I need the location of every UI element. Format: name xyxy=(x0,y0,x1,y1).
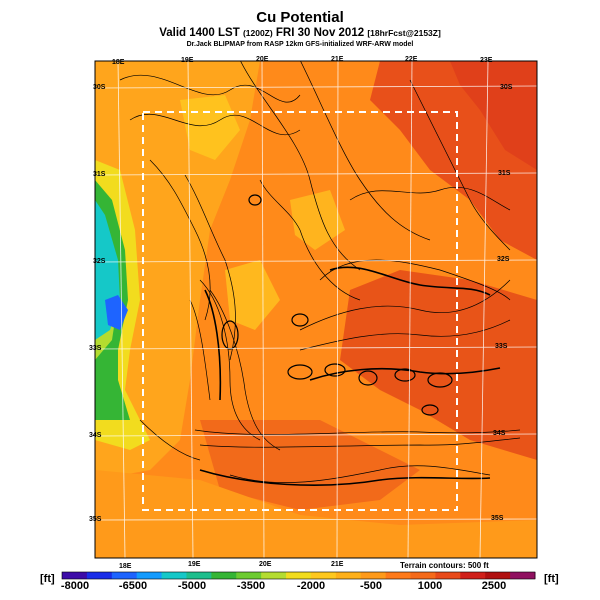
contour-loops xyxy=(221,194,453,416)
graticule xyxy=(95,61,537,558)
colorbar-swatch xyxy=(460,572,486,579)
yellow-patch-mid xyxy=(290,190,345,250)
colorbar-swatch xyxy=(136,572,163,579)
colorbar-swatch xyxy=(410,572,436,579)
colorbar-tick-label: -6500 xyxy=(118,580,148,592)
light-orange-region xyxy=(95,61,260,480)
colorbar-swatch xyxy=(286,572,312,579)
colorbar-tick-label: -3500 xyxy=(236,580,266,592)
colorbar-swatch xyxy=(385,572,412,579)
lon-label-bottom: 20E xyxy=(259,561,272,568)
lat-label-right: 35S xyxy=(491,515,504,522)
colorbar-swatch xyxy=(360,572,387,579)
model-credit: Dr.Jack BLIPMAP from RASP 12km GFS-initi… xyxy=(186,41,414,48)
terrain-contours xyxy=(119,61,521,483)
map-frame xyxy=(94,60,538,559)
lon-label-bottom: 21E xyxy=(331,561,344,568)
lat-label-right: 34S xyxy=(493,430,506,437)
colorbar-swatch xyxy=(335,572,362,579)
lat-label-left: 34S xyxy=(89,432,102,439)
red-core-ne xyxy=(450,61,537,170)
colorbar-frame xyxy=(61,571,536,580)
lat-label-left: 30S xyxy=(93,84,106,91)
lon-label-top: 22E xyxy=(405,56,418,63)
terrain-contours-bold xyxy=(199,266,501,487)
lat-label-left: 31S xyxy=(93,171,106,178)
colorbar-swatch xyxy=(111,572,138,579)
lat-label-right: 32S xyxy=(497,256,510,263)
lat-label-right: 31S xyxy=(498,170,511,177)
colorbar-swatch xyxy=(62,572,88,579)
lat-label-right: 30S xyxy=(500,84,513,91)
lon-label-bottom: 18E xyxy=(119,563,132,570)
lon-label-top: 20E xyxy=(256,56,269,63)
colorbar-swatch xyxy=(86,572,113,579)
colorbar-tick-label: -2000 xyxy=(296,580,326,592)
colorbar-tick-label: -500 xyxy=(359,580,383,592)
yellow-patch-central xyxy=(225,260,280,330)
colorbar-swatch xyxy=(510,572,536,579)
lon-label-top: 23E xyxy=(480,57,493,64)
colorbar-swatch xyxy=(310,572,337,579)
valid-time: Valid 1400 LST xyxy=(159,27,240,39)
light-south-zone xyxy=(95,470,537,558)
terrain-contour-note: Terrain contours: 500 ft xyxy=(400,561,489,570)
page-title: Cu Potential xyxy=(256,9,344,26)
orange-red-south xyxy=(200,420,420,510)
colorbar-swatch xyxy=(236,572,262,579)
colorbar-swatch xyxy=(435,572,461,579)
colorbar-tick-label: -8000 xyxy=(60,580,90,592)
colorbar-swatch xyxy=(261,572,287,579)
lat-label-left: 35S xyxy=(89,516,102,523)
valid-time-subtitle: Valid 1400 LST (1200Z) FRI 30 Nov 2012 [… xyxy=(0,27,600,39)
colorbar-tick-label: 1000 xyxy=(417,580,443,592)
colorbar xyxy=(61,571,536,580)
colorbar-swatch xyxy=(186,572,212,579)
colorbar-swatch xyxy=(211,572,237,579)
lon-label-top: 19E xyxy=(181,57,194,64)
utc-time: (1200Z) xyxy=(242,28,273,38)
lon-label-bottom: 19E xyxy=(188,561,201,568)
lat-label-left: 32S xyxy=(93,258,106,265)
colorbar-swatch xyxy=(161,572,187,579)
valid-date: FRI 30 Nov 2012 xyxy=(275,27,365,39)
colorbar-swatch xyxy=(485,572,511,579)
colorbar-tick-label: 2500 xyxy=(481,580,507,592)
colorbar-unit-left: [ft] xyxy=(40,573,55,585)
blue-ocean-spot xyxy=(105,295,128,330)
inner-domain-box xyxy=(142,111,458,511)
lon-label-top: 21E xyxy=(331,56,344,63)
forecast-info: [18hrFcst@2153Z] xyxy=(367,28,441,38)
lat-label-right: 33S xyxy=(495,343,508,350)
colorbar-unit-right: [ft] xyxy=(544,573,559,585)
lat-label-left: 33S xyxy=(89,345,102,352)
red-region-east xyxy=(340,270,537,460)
lon-label-top: 18E xyxy=(112,59,125,66)
colorbar-tick-label: -5000 xyxy=(177,580,207,592)
